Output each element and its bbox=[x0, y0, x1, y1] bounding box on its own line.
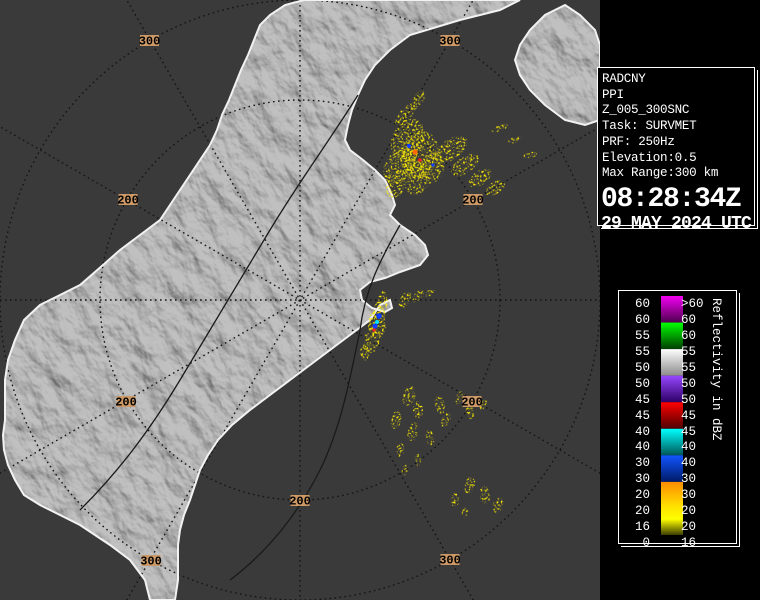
svg-text:200: 200 bbox=[289, 495, 311, 509]
svg-text:200: 200 bbox=[462, 194, 484, 208]
svg-text:300: 300 bbox=[439, 35, 461, 49]
svg-text:300: 300 bbox=[140, 555, 162, 569]
svg-text:300: 300 bbox=[439, 554, 461, 568]
svg-text:200: 200 bbox=[461, 396, 483, 410]
svg-text:300: 300 bbox=[139, 35, 161, 49]
svg-text:200: 200 bbox=[115, 396, 137, 410]
svg-text:200: 200 bbox=[117, 194, 139, 208]
